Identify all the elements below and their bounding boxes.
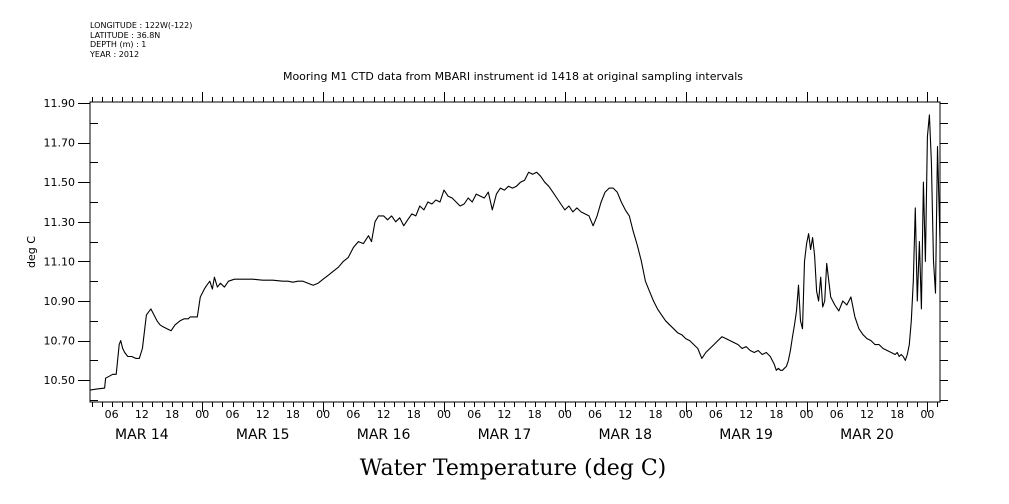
chart-title: Mooring M1 CTD data from MBARI instrumen… xyxy=(283,70,743,83)
x-tick-label: 06 xyxy=(467,408,481,421)
x-tick-label: 12 xyxy=(739,408,753,421)
x-tick-label: 12 xyxy=(135,408,149,421)
y-tick-label: 10.50 xyxy=(44,374,76,387)
y-tick-label: 11.30 xyxy=(44,216,76,229)
x-tick-label: 18 xyxy=(165,408,179,421)
y-axis-label: deg C xyxy=(25,236,38,268)
x-date-label: MAR 16 xyxy=(357,427,411,443)
x-tick-label: 06 xyxy=(226,408,240,421)
x-tick-label: 06 xyxy=(105,408,119,421)
series-group xyxy=(89,114,941,391)
x-tick-label: 00 xyxy=(800,408,814,421)
x-date-label: MAR 17 xyxy=(478,427,532,443)
x-tick-label: 12 xyxy=(377,408,391,421)
y-tick-label: 10.70 xyxy=(44,335,76,348)
x-axis-label: Water Temperature (deg C) xyxy=(360,456,667,481)
x-tick-label: 00 xyxy=(920,408,934,421)
x-date-label: MAR 14 xyxy=(115,427,169,443)
depth-label: DEPTH (m) : 1 xyxy=(90,40,147,49)
x-tick-label: 00 xyxy=(679,408,693,421)
x-date-label: MAR 20 xyxy=(840,427,894,443)
ticks xyxy=(78,92,948,412)
metadata-block: LONGITUDE : 122W(-122) LATITUDE : 36.8N … xyxy=(90,21,192,59)
axes xyxy=(89,101,941,403)
x-tick-label: 18 xyxy=(286,408,300,421)
x-tick-label: 12 xyxy=(256,408,270,421)
y-tick-label: 11.90 xyxy=(44,97,76,110)
longitude-label: LONGITUDE : 122W(-122) xyxy=(90,21,193,30)
x-tick-label: 06 xyxy=(830,408,844,421)
x-tick-label: 18 xyxy=(890,408,904,421)
x-tick-label: 00 xyxy=(316,408,330,421)
x-tick-label: 06 xyxy=(709,408,723,421)
y-tick-label: 11.10 xyxy=(44,255,76,268)
latitude-label: LATITUDE : 36.8N xyxy=(90,30,161,40)
x-tick-label: 18 xyxy=(648,408,662,421)
x-tick-label: 06 xyxy=(588,408,602,421)
x-tick-label: 18 xyxy=(769,408,783,421)
tick-labels: 10.50 10.70 10.90 11.10 11.30 11.50 11.70 11.90… xyxy=(44,97,935,443)
x-tick-label: 00 xyxy=(558,408,572,421)
x-date-label: MAR 15 xyxy=(236,427,290,443)
year-label: YEAR : 2012 xyxy=(90,49,140,59)
x-tick-label: 06 xyxy=(346,408,360,421)
series-line-water-temperature xyxy=(89,114,941,391)
x-date-label: MAR 18 xyxy=(598,427,652,443)
x-tick-label: 18 xyxy=(407,408,421,421)
x-tick-label: 00 xyxy=(195,408,209,421)
y-tick-label: 11.50 xyxy=(44,176,76,189)
x-tick-label: 00 xyxy=(437,408,451,421)
x-date-label: MAR 19 xyxy=(719,427,773,443)
x-tick-label: 12 xyxy=(497,408,511,421)
y-tick-label: 11.70 xyxy=(44,137,76,150)
y-tick-label: 10.90 xyxy=(44,295,76,308)
x-tick-label: 12 xyxy=(618,408,632,421)
plot-frame xyxy=(89,101,941,403)
x-tick-label: 18 xyxy=(528,408,542,421)
x-tick-label: 12 xyxy=(860,408,874,421)
